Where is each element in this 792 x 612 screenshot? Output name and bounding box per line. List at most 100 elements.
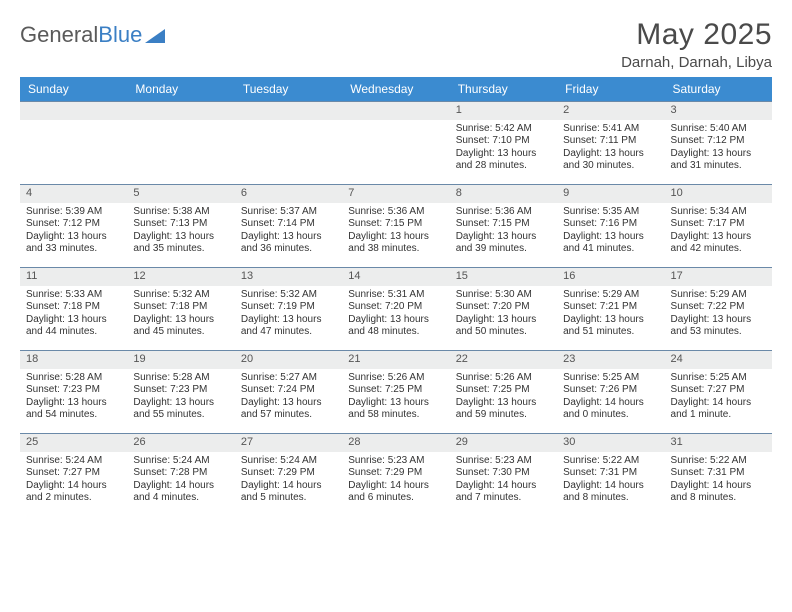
sunrise-text: Sunrise: 5:36 AM (348, 206, 443, 219)
day-body: Sunrise: 5:41 AMSunset: 7:11 PMDaylight:… (557, 120, 664, 177)
week-row: 4Sunrise: 5:39 AMSunset: 7:12 PMDaylight… (20, 184, 772, 267)
day-number: 22 (450, 351, 557, 369)
day-cell (342, 102, 449, 184)
calendar-grid: Sunday Monday Tuesday Wednesday Thursday… (20, 77, 772, 516)
day-number: 26 (127, 434, 234, 452)
day-cell: 24Sunrise: 5:25 AMSunset: 7:27 PMDayligh… (665, 351, 772, 433)
day-body: Sunrise: 5:26 AMSunset: 7:25 PMDaylight:… (450, 369, 557, 426)
day-body: Sunrise: 5:26 AMSunset: 7:25 PMDaylight:… (342, 369, 449, 426)
sunrise-text: Sunrise: 5:25 AM (563, 372, 658, 385)
day-number: 2 (557, 102, 664, 120)
day-cell (20, 102, 127, 184)
day-cell: 30Sunrise: 5:22 AMSunset: 7:31 PMDayligh… (557, 434, 664, 516)
day-number: 20 (235, 351, 342, 369)
sunset-text: Sunset: 7:12 PM (671, 135, 766, 148)
day-body: Sunrise: 5:22 AMSunset: 7:31 PMDaylight:… (557, 452, 664, 509)
dow-monday: Monday (127, 77, 234, 101)
sunset-text: Sunset: 7:15 PM (456, 218, 551, 231)
day-body: Sunrise: 5:36 AMSunset: 7:15 PMDaylight:… (342, 203, 449, 260)
day-cell: 4Sunrise: 5:39 AMSunset: 7:12 PMDaylight… (20, 185, 127, 267)
week-row: 25Sunrise: 5:24 AMSunset: 7:27 PMDayligh… (20, 433, 772, 516)
daylight-text: Daylight: 14 hours and 2 minutes. (26, 480, 121, 505)
day-body: Sunrise: 5:34 AMSunset: 7:17 PMDaylight:… (665, 203, 772, 260)
sunset-text: Sunset: 7:29 PM (241, 467, 336, 480)
sunrise-text: Sunrise: 5:23 AM (348, 455, 443, 468)
day-number: 3 (665, 102, 772, 120)
logo-text-gray: General (20, 22, 98, 48)
daylight-text: Daylight: 13 hours and 59 minutes. (456, 397, 551, 422)
day-number: 14 (342, 268, 449, 286)
dow-tuesday: Tuesday (235, 77, 342, 101)
day-cell: 21Sunrise: 5:26 AMSunset: 7:25 PMDayligh… (342, 351, 449, 433)
day-cell: 19Sunrise: 5:28 AMSunset: 7:23 PMDayligh… (127, 351, 234, 433)
day-cell: 13Sunrise: 5:32 AMSunset: 7:19 PMDayligh… (235, 268, 342, 350)
sunset-text: Sunset: 7:27 PM (26, 467, 121, 480)
daylight-text: Daylight: 14 hours and 8 minutes. (563, 480, 658, 505)
day-cell: 1Sunrise: 5:42 AMSunset: 7:10 PMDaylight… (450, 102, 557, 184)
daylight-text: Daylight: 13 hours and 33 minutes. (26, 231, 121, 256)
month-title: May 2025 (621, 18, 772, 52)
sunrise-text: Sunrise: 5:40 AM (671, 123, 766, 136)
day-cell: 8Sunrise: 5:36 AMSunset: 7:15 PMDaylight… (450, 185, 557, 267)
sunrise-text: Sunrise: 5:26 AM (348, 372, 443, 385)
weeks-container: 1Sunrise: 5:42 AMSunset: 7:10 PMDaylight… (20, 101, 772, 516)
day-number: 15 (450, 268, 557, 286)
day-body: Sunrise: 5:38 AMSunset: 7:13 PMDaylight:… (127, 203, 234, 260)
day-body: Sunrise: 5:39 AMSunset: 7:12 PMDaylight:… (20, 203, 127, 260)
sunset-text: Sunset: 7:24 PM (241, 384, 336, 397)
sunrise-text: Sunrise: 5:30 AM (456, 289, 551, 302)
day-body: Sunrise: 5:27 AMSunset: 7:24 PMDaylight:… (235, 369, 342, 426)
daylight-text: Daylight: 13 hours and 55 minutes. (133, 397, 228, 422)
day-body: Sunrise: 5:24 AMSunset: 7:29 PMDaylight:… (235, 452, 342, 509)
day-number: 10 (665, 185, 772, 203)
day-body: Sunrise: 5:32 AMSunset: 7:18 PMDaylight:… (127, 286, 234, 343)
day-number: 19 (127, 351, 234, 369)
day-cell: 27Sunrise: 5:24 AMSunset: 7:29 PMDayligh… (235, 434, 342, 516)
logo: GeneralBlue (20, 18, 165, 48)
sunrise-text: Sunrise: 5:28 AM (26, 372, 121, 385)
day-body: Sunrise: 5:30 AMSunset: 7:20 PMDaylight:… (450, 286, 557, 343)
day-body: Sunrise: 5:28 AMSunset: 7:23 PMDaylight:… (127, 369, 234, 426)
day-body: Sunrise: 5:25 AMSunset: 7:26 PMDaylight:… (557, 369, 664, 426)
day-number: 18 (20, 351, 127, 369)
sunset-text: Sunset: 7:20 PM (456, 301, 551, 314)
sunrise-text: Sunrise: 5:26 AM (456, 372, 551, 385)
day-number: 7 (342, 185, 449, 203)
daylight-text: Daylight: 13 hours and 47 minutes. (241, 314, 336, 339)
day-number: 29 (450, 434, 557, 452)
sunrise-text: Sunrise: 5:24 AM (241, 455, 336, 468)
sunset-text: Sunset: 7:19 PM (241, 301, 336, 314)
day-body: Sunrise: 5:23 AMSunset: 7:29 PMDaylight:… (342, 452, 449, 509)
week-row: 1Sunrise: 5:42 AMSunset: 7:10 PMDaylight… (20, 101, 772, 184)
sunset-text: Sunset: 7:28 PM (133, 467, 228, 480)
sunset-text: Sunset: 7:31 PM (563, 467, 658, 480)
sunrise-text: Sunrise: 5:27 AM (241, 372, 336, 385)
daylight-text: Daylight: 13 hours and 53 minutes. (671, 314, 766, 339)
sunrise-text: Sunrise: 5:37 AM (241, 206, 336, 219)
daylight-text: Daylight: 13 hours and 58 minutes. (348, 397, 443, 422)
day-cell: 17Sunrise: 5:29 AMSunset: 7:22 PMDayligh… (665, 268, 772, 350)
daylight-text: Daylight: 13 hours and 31 minutes. (671, 148, 766, 173)
title-block: May 2025 Darnah, Darnah, Libya (621, 18, 772, 71)
sunset-text: Sunset: 7:18 PM (133, 301, 228, 314)
day-body: Sunrise: 5:42 AMSunset: 7:10 PMDaylight:… (450, 120, 557, 177)
sunset-text: Sunset: 7:15 PM (348, 218, 443, 231)
day-cell: 26Sunrise: 5:24 AMSunset: 7:28 PMDayligh… (127, 434, 234, 516)
day-cell (127, 102, 234, 184)
sunrise-text: Sunrise: 5:33 AM (26, 289, 121, 302)
daylight-text: Daylight: 13 hours and 30 minutes. (563, 148, 658, 173)
day-cell: 5Sunrise: 5:38 AMSunset: 7:13 PMDaylight… (127, 185, 234, 267)
day-body: Sunrise: 5:35 AMSunset: 7:16 PMDaylight:… (557, 203, 664, 260)
daylight-text: Daylight: 14 hours and 0 minutes. (563, 397, 658, 422)
day-number: 28 (342, 434, 449, 452)
day-body: Sunrise: 5:28 AMSunset: 7:23 PMDaylight:… (20, 369, 127, 426)
week-row: 11Sunrise: 5:33 AMSunset: 7:18 PMDayligh… (20, 267, 772, 350)
sunset-text: Sunset: 7:18 PM (26, 301, 121, 314)
day-number: 16 (557, 268, 664, 286)
dow-thursday: Thursday (450, 77, 557, 101)
daylight-text: Daylight: 13 hours and 38 minutes. (348, 231, 443, 256)
daylight-text: Daylight: 13 hours and 36 minutes. (241, 231, 336, 256)
sunset-text: Sunset: 7:31 PM (671, 467, 766, 480)
daylight-text: Daylight: 13 hours and 48 minutes. (348, 314, 443, 339)
daylight-text: Daylight: 14 hours and 5 minutes. (241, 480, 336, 505)
